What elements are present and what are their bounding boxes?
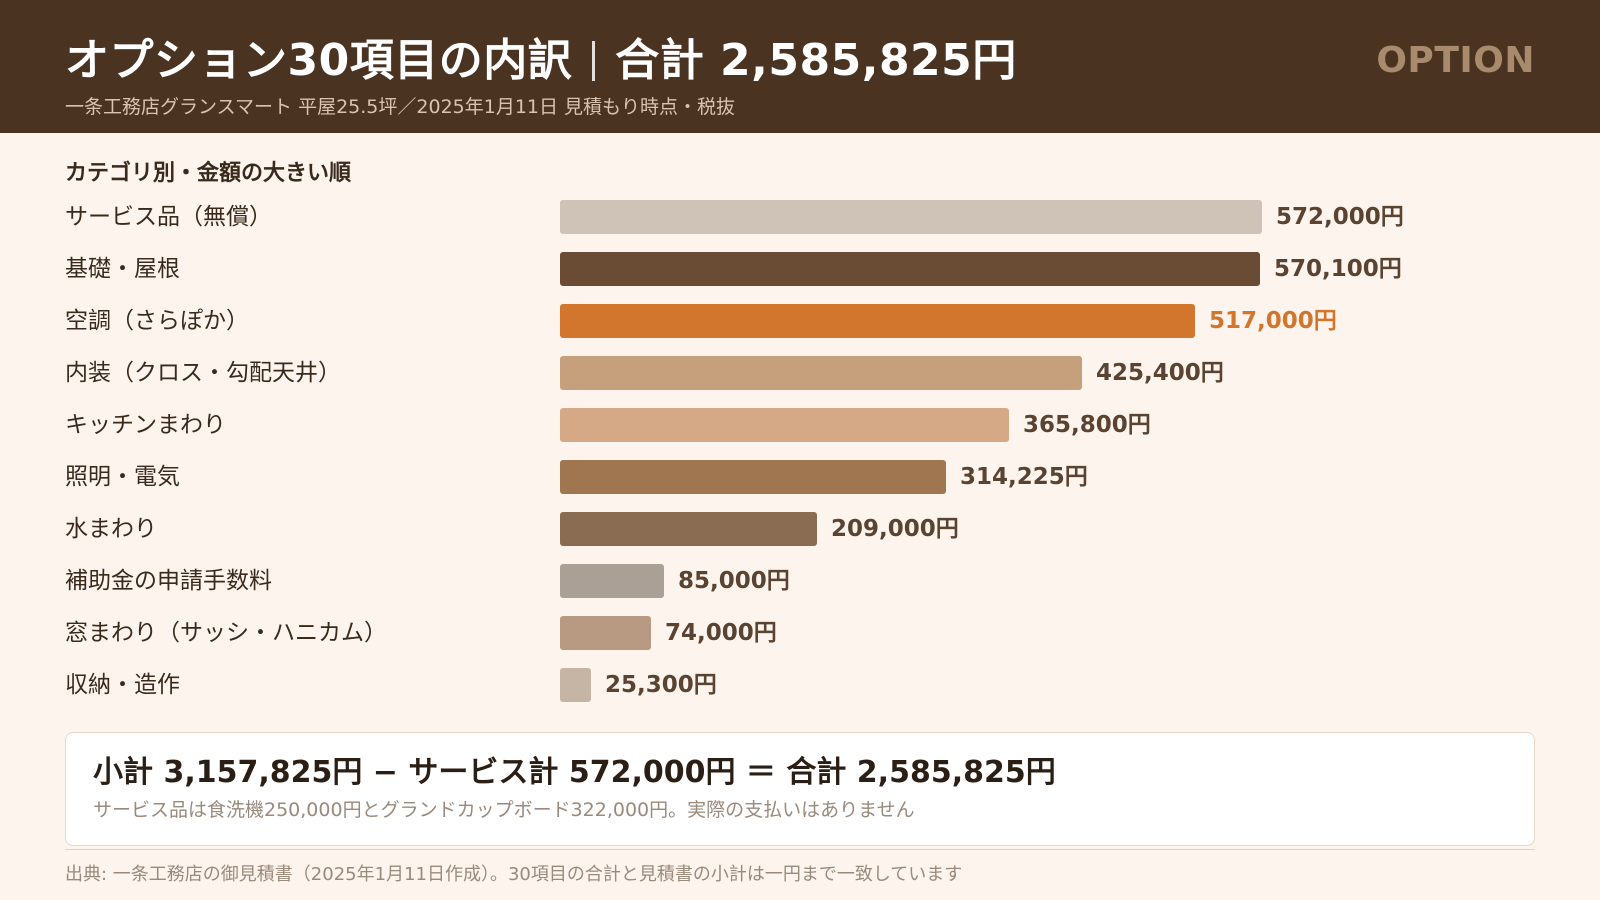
chart-row: 窓まわり（サッシ・ハニカム） 74,000円: [0, 616, 1600, 650]
category-label: 照明・電気: [65, 464, 180, 490]
category-label: 基礎・屋根: [65, 256, 180, 282]
source-note: 出典: 一条工務店の御見積書（2025年1月11日作成）。30項目の合計と見積書…: [65, 864, 963, 885]
footer-divider: [65, 849, 1535, 850]
chart-row: 内装（クロス・勾配天井） 425,400円: [0, 356, 1600, 390]
chart-row: 空調（さらぽか） 517,000円: [0, 304, 1600, 338]
chart-row: 補助金の申請手数料 85,000円: [0, 564, 1600, 598]
header-banner: オプション30項目の内訳 合計 2,585,825円 一条工務店グランスマート 平…: [0, 0, 1600, 133]
bar: [560, 252, 1260, 286]
category-label: 内装（クロス・勾配天井）: [65, 360, 341, 386]
summary-box: 小計 3,157,825円 − サービス計 572,000円 ＝ 合計 2,58…: [65, 732, 1535, 846]
option-label: OPTION: [1376, 40, 1535, 81]
value-label: 570,100円: [1274, 256, 1402, 282]
bar: [560, 356, 1082, 390]
bar: [560, 408, 1009, 442]
category-label: サービス品（無償）: [65, 204, 272, 230]
title-separator: [592, 41, 596, 81]
chart-row: キッチンまわり 365,800円: [0, 408, 1600, 442]
category-label: 窓まわり（サッシ・ハニカム）: [65, 620, 387, 646]
title-total: 合計 2,585,825円: [615, 35, 1017, 86]
category-label: 空調（さらぽか）: [65, 308, 249, 334]
bar: [560, 304, 1195, 338]
value-label: 517,000円: [1209, 308, 1337, 334]
category-label: キッチンまわり: [65, 412, 226, 438]
category-label: 補助金の申請手数料: [65, 568, 272, 594]
value-label: 425,400円: [1096, 360, 1224, 386]
value-label: 365,800円: [1023, 412, 1151, 438]
bar: [560, 564, 664, 598]
value-label: 25,300円: [605, 672, 717, 698]
value-label: 74,000円: [665, 620, 777, 646]
chart-row: 収納・造作 25,300円: [0, 668, 1600, 702]
page-subtitle: 一条工務店グランスマート 平屋25.5坪／2025年1月11日 見積もり時点・税…: [65, 96, 736, 118]
summary-formula: 小計 3,157,825円 − サービス計 572,000円 ＝ 合計 2,58…: [93, 755, 1056, 790]
category-label: 水まわり: [65, 516, 157, 542]
category-label: 収納・造作: [65, 672, 180, 698]
summary-note: サービス品は食洗機250,000円とグランドカップボード322,000円。実際の…: [93, 799, 915, 821]
chart-row: 基礎・屋根 570,100円: [0, 252, 1600, 286]
title-main: オプション30項目の内訳: [65, 35, 573, 86]
page-title: オプション30項目の内訳 合計 2,585,825円: [65, 24, 1017, 88]
section-title: カテゴリ別・金額の大きい順: [65, 161, 352, 186]
bar: [560, 616, 651, 650]
chart-row: サービス品（無償） 572,000円: [0, 200, 1600, 234]
chart-row: 水まわり 209,000円: [0, 512, 1600, 546]
bar: [560, 668, 591, 702]
chart-row: 照明・電気 314,225円: [0, 460, 1600, 494]
value-label: 314,225円: [960, 464, 1088, 490]
value-label: 209,000円: [831, 516, 959, 542]
value-label: 572,000円: [1276, 204, 1404, 230]
bar: [560, 460, 946, 494]
bar: [560, 200, 1262, 234]
bar: [560, 512, 817, 546]
value-label: 85,000円: [678, 568, 790, 594]
